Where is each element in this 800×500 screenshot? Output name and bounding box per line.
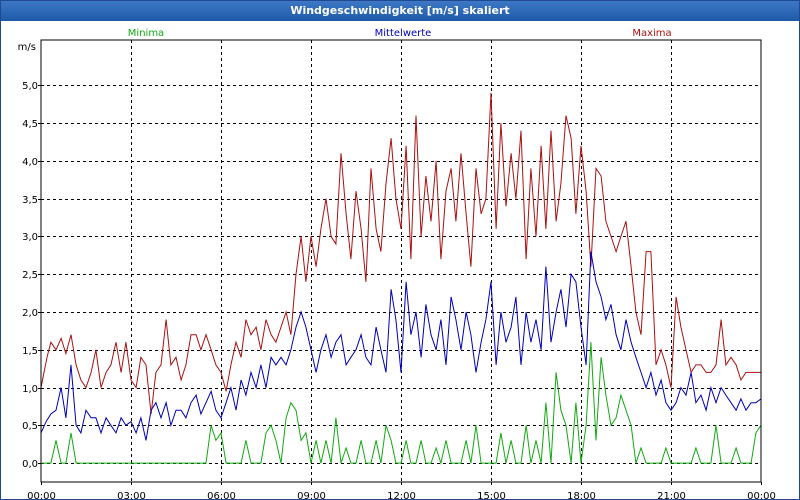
y-tick-label: 4,0 (22, 157, 38, 168)
series-line-maxima (40, 92, 761, 415)
x-tick-time: 06:00 (207, 491, 236, 499)
x-tick-time: 15:00 (477, 491, 506, 499)
y-tick-label: 4,5 (22, 119, 38, 130)
x-tick-time: 21:00 (657, 491, 686, 499)
y-tick-label: 2,5 (22, 270, 38, 281)
y-tick-label: 3,5 (22, 195, 38, 206)
x-axis: 00:0001.06.1703:0001.06.1706:0001.06.170… (27, 482, 776, 499)
x-tick-time: 03:00 (117, 491, 146, 499)
grid-layer (41, 40, 761, 482)
y-tick-label: 3,0 (22, 232, 38, 243)
x-tick-time: 00:00 (27, 491, 56, 499)
chart-title: Windgeschwindigkeit [m/s] skaliert (1, 1, 799, 21)
x-tick-time: 09:00 (297, 491, 326, 499)
y-axis: m/s 0,0 0,5 1,0 1,5 2,0 2,5 3,0 3,5 4,0 4,5 5,0 (18, 42, 41, 470)
series-line-mittelwerte (40, 251, 762, 441)
x-tick-time: 00:00 (747, 491, 776, 499)
legend-minima: Minima (128, 28, 164, 39)
y-tick-label: 1,0 (22, 384, 38, 395)
x-tick-time: 12:00 (387, 491, 416, 499)
y-tick-label: 1,5 (22, 346, 38, 357)
legend: Maxima Mittelwerte Minima (128, 28, 672, 39)
wind-speed-chart: m/s 0,0 0,5 1,0 1,5 2,0 2,5 3,0 3,5 4,0 4,5 5,0 00:… (18, 28, 776, 499)
series-line-minima (41, 342, 762, 466)
series-layer (40, 92, 762, 466)
legend-mittelwerte: Mittelwerte (375, 28, 432, 39)
y-tick-label: 5,0 (22, 81, 38, 92)
legend-maxima: Maxima (632, 28, 671, 39)
y-axis-unit: m/s (18, 42, 36, 53)
y-tick-label: 0,0 (22, 459, 38, 470)
y-tick-label: 2,0 (22, 308, 38, 319)
x-tick-time: 18:00 (567, 491, 596, 499)
y-tick-label: 0,5 (22, 421, 38, 432)
